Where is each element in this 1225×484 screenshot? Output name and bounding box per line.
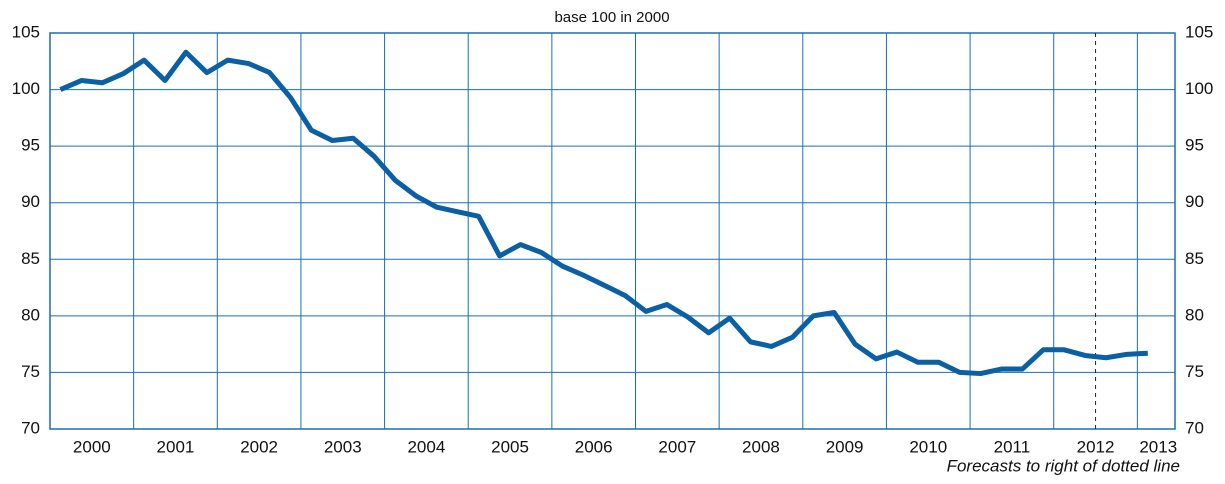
y2-tick-label: 75 bbox=[1185, 362, 1204, 381]
y-tick-label: 80 bbox=[21, 305, 40, 324]
x-tick-label: 2006 bbox=[575, 437, 613, 456]
y2-tick-label: 90 bbox=[1185, 192, 1204, 211]
y2-tick-label: 80 bbox=[1185, 305, 1204, 324]
x-tick-label: 2002 bbox=[240, 437, 278, 456]
y-tick-label: 75 bbox=[21, 362, 40, 381]
y2-tick-label: 70 bbox=[1185, 418, 1204, 437]
x-tick-label: 2005 bbox=[491, 437, 529, 456]
y2-tick-label: 95 bbox=[1185, 136, 1204, 155]
plot-frame bbox=[49, 32, 1176, 430]
x-tick-label: 2011 bbox=[994, 437, 1031, 456]
y-tick-label: 105 bbox=[12, 22, 40, 41]
y2-tick-label: 100 bbox=[1185, 79, 1213, 98]
x-tick-label: 2008 bbox=[742, 437, 780, 456]
y2-tick-label: 105 bbox=[1185, 22, 1213, 41]
x-tick-label: 2003 bbox=[324, 437, 362, 456]
y-tick-label: 90 bbox=[21, 192, 40, 211]
annotation: Forecasts to right of dotted line bbox=[947, 456, 1180, 475]
y-tick-label: 70 bbox=[21, 418, 40, 437]
x-tick-label: 2013 bbox=[1139, 437, 1177, 456]
y2-tick-label: 85 bbox=[1185, 249, 1204, 268]
x-tick-label: 2007 bbox=[658, 437, 696, 456]
y-tick-label: 85 bbox=[21, 249, 40, 268]
x-tick-label: 2004 bbox=[407, 437, 445, 456]
y-tick-label: 100 bbox=[12, 79, 40, 98]
x-tick-label: 2009 bbox=[826, 437, 864, 456]
x-tick-label: 2000 bbox=[73, 437, 111, 456]
data-line bbox=[59, 49, 1148, 377]
y-tick-label: 95 bbox=[21, 136, 40, 155]
x-tick-label: 2012 bbox=[1077, 437, 1115, 456]
x-tick-label: 2001 bbox=[157, 437, 195, 456]
x-tick-label: 2010 bbox=[909, 437, 947, 456]
chart-title: base 100 in 2000 bbox=[554, 9, 669, 26]
